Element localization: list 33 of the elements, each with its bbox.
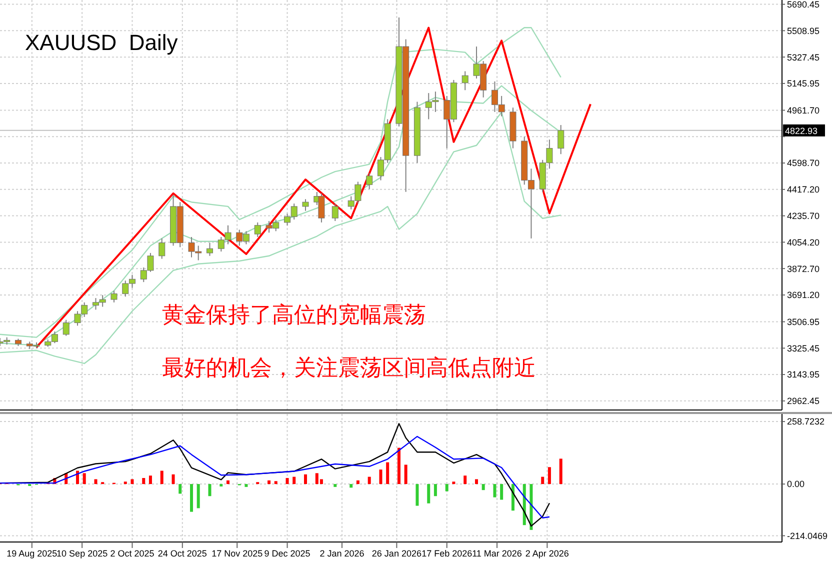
y-tick-label: 2962.45	[787, 396, 820, 406]
x-tick-label: 2 Oct 2025	[110, 548, 154, 558]
text: XAUUSD Daily	[25, 30, 178, 56]
x-tick-label: 17 Nov 2025	[212, 548, 263, 558]
y-tick-label: 4598.70	[787, 158, 820, 168]
y-tick-label: -214.0469	[787, 530, 828, 541]
y-tick-label: 4235.70	[787, 210, 820, 221]
y-tick-label: 258.7232	[787, 416, 825, 427]
y-tick-label: 3691.20	[787, 290, 820, 300]
y-tick-label: 0.00	[787, 479, 805, 490]
x-tick-label: 11 Mar 2026	[472, 548, 522, 558]
y-tick-label: 4417.20	[787, 184, 820, 195]
annotation: 最好的机会，关注震荡区间高低点附近	[162, 355, 536, 383]
y-tick-label: 4961.70	[787, 105, 820, 116]
y-tick-label: 5690.45	[787, 0, 820, 10]
y-tick-label: 3872.70	[787, 264, 820, 274]
y-tick-label: 4054.20	[787, 237, 820, 248]
x-tick-label: 9 Dec 2025	[264, 548, 310, 558]
annotation: 黄金保持了高位的宽幅震荡	[162, 302, 426, 330]
x-tick-label: 2 Apr 2026	[525, 548, 569, 558]
y-tick-label: 3143.95	[787, 370, 820, 380]
x-tick-label: 19 Aug 2025	[6, 548, 58, 558]
x-tick-label: 26 Jan 2026	[372, 548, 422, 558]
y-tick-label: 5327.45	[787, 52, 820, 62]
x-tick-label: 10 Sep 2025	[56, 548, 108, 558]
y-tick-label: 5508.95	[787, 26, 820, 36]
ref-line-label: 4822.93	[785, 126, 818, 136]
y-tick-label: 5145.95	[787, 78, 820, 89]
y-tick-label: 3506.95	[787, 316, 820, 327]
x-tick-label: 2 Jan 2026	[320, 548, 364, 558]
x-tick-label: 24 Oct 2025	[158, 548, 207, 558]
y-tick-label: 3325.45	[787, 343, 820, 354]
x-tick-label: 17 Feb 2026	[422, 548, 472, 558]
